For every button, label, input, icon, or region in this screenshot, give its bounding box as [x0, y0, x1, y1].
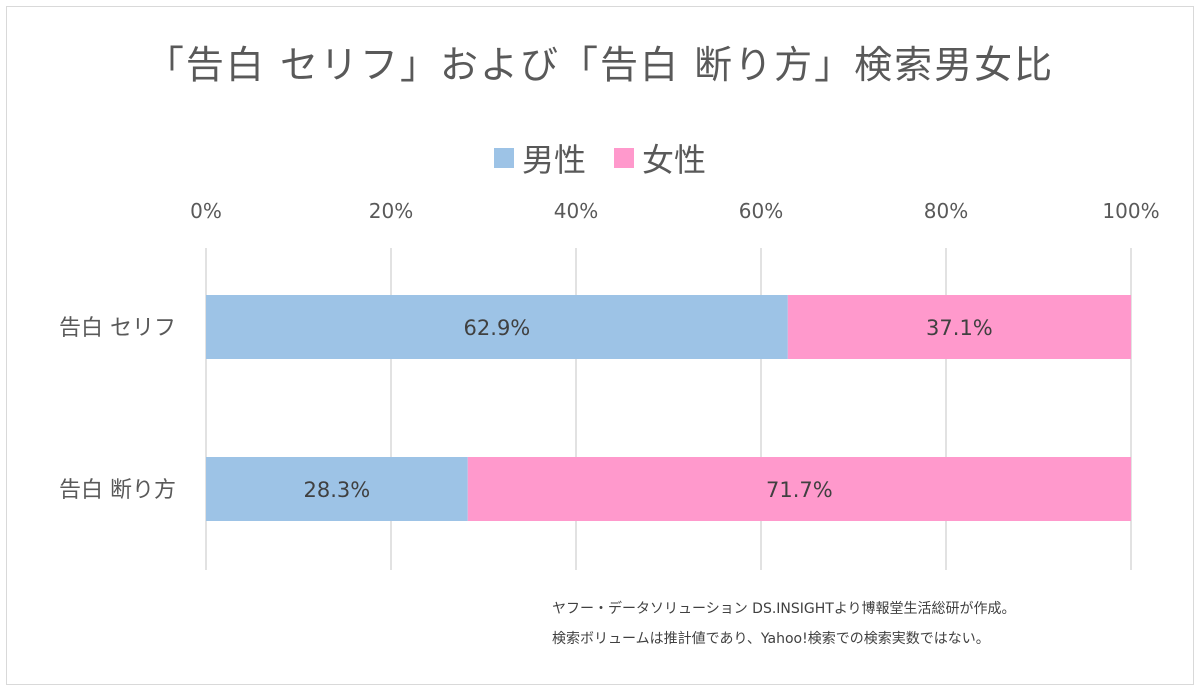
- x-tick-label-80: 80%: [924, 199, 968, 223]
- legend-label-male: 男性: [521, 141, 586, 179]
- data-label-female-0: 37.1%: [926, 316, 993, 340]
- x-tick-label-100: 100%: [1102, 199, 1159, 223]
- data-label-male-0: 62.9%: [464, 316, 531, 340]
- x-tick-label-20: 20%: [369, 199, 413, 223]
- legend: 男性 女性: [0, 135, 1200, 181]
- x-tick-label-0: 0%: [190, 199, 222, 223]
- x-tick-label-60: 60%: [739, 199, 783, 223]
- source-note-line-1: ヤフー・データソリューション DS.INSIGHTより博報堂生活総研が作成。: [552, 601, 1016, 617]
- category-label-0: 告白 セリフ: [59, 316, 176, 341]
- data-label-female-1: 71.7%: [766, 478, 833, 502]
- category-label-1: 告白 断り方: [59, 478, 176, 503]
- legend-label-female: 女性: [642, 141, 707, 179]
- source-note-line-2: 検索ボリュームは推計値であり、Yahoo!検索での検索実数ではない。: [552, 631, 990, 647]
- legend-item-male: 男性: [493, 135, 586, 181]
- legend-swatch-male: [493, 148, 514, 168]
- legend-item-female: 女性: [614, 135, 706, 181]
- bar-male-0: [206, 295, 788, 359]
- bar-female-0: [787, 295, 1131, 359]
- bar-female-1: [467, 457, 1131, 521]
- bar-male-1: [206, 457, 468, 521]
- chart-title: 「告白 セリフ」および「告白 断り方」検索男女比: [145, 43, 1055, 87]
- source-note: ヤフー・データソリューション DS.INSIGHTより博報堂生活総研が作成。 検…: [552, 594, 1016, 654]
- data-label-male-1: 28.3%: [304, 478, 371, 502]
- x-tick-label-40: 40%: [554, 199, 598, 223]
- legend-swatch-female: [614, 148, 634, 168]
